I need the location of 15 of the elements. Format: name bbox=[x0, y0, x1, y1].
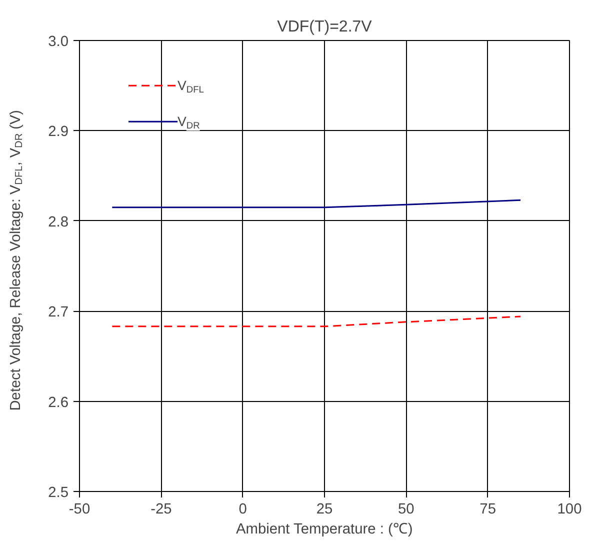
chart-title: VDF(T)=2.7V bbox=[277, 18, 372, 36]
x-tick-label: 0 bbox=[238, 502, 247, 518]
y-tick-label: 2.8 bbox=[48, 214, 68, 230]
x-tick-label: 25 bbox=[316, 502, 333, 518]
x-axis-title: Ambient Temperature : (℃) bbox=[236, 522, 413, 538]
y-tick-label: 2.6 bbox=[48, 394, 68, 411]
x-tick-label: 50 bbox=[398, 502, 414, 518]
x-tick-label: -50 bbox=[68, 502, 90, 518]
y-tick-label: 2.7 bbox=[48, 304, 68, 321]
y-tick-label: 2.5 bbox=[48, 485, 68, 501]
x-tick-label: 75 bbox=[480, 502, 496, 518]
y-tick-label: 2.9 bbox=[48, 124, 68, 140]
x-tick-label: 100 bbox=[557, 502, 582, 518]
y-tick-label: 3.0 bbox=[48, 34, 68, 50]
x-tick-label: -25 bbox=[150, 502, 172, 518]
